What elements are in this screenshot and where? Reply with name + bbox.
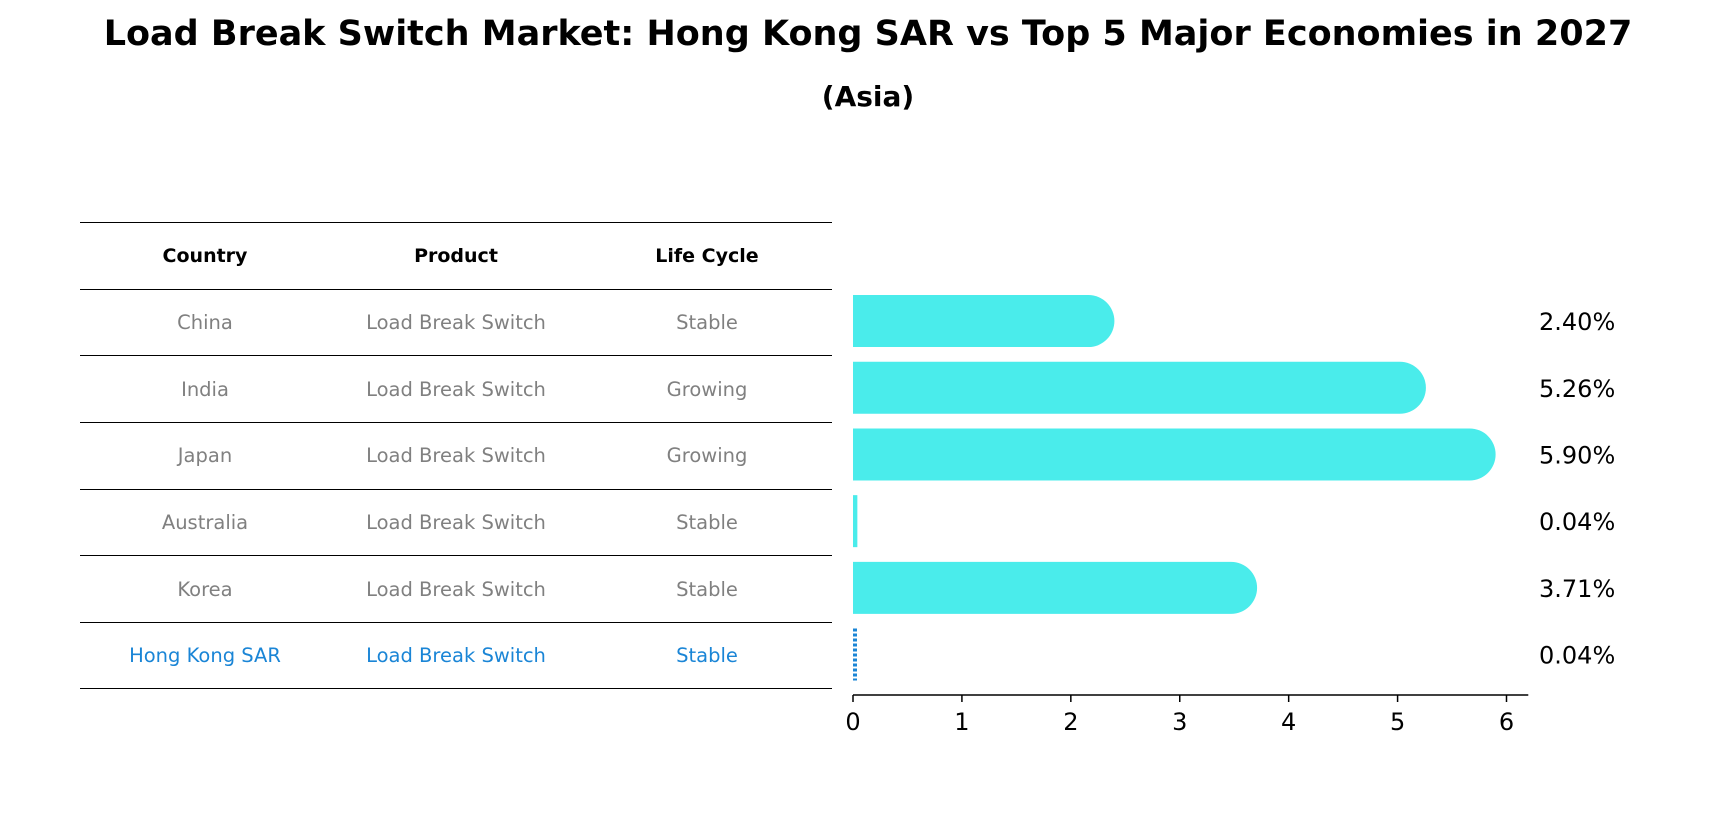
bar xyxy=(853,495,858,548)
country-cell: Hong Kong SAR xyxy=(129,643,281,667)
x-tick-label: 6 xyxy=(1499,708,1514,736)
header-life-cycle: Life Cycle xyxy=(655,244,759,267)
bar xyxy=(853,295,1115,348)
life-cycle-cell: Stable xyxy=(676,643,738,667)
product-cell: Load Break Switch xyxy=(366,377,546,401)
table-row: China Load Break Switch Stable xyxy=(80,288,832,356)
country-cell: India xyxy=(181,377,229,401)
bar xyxy=(853,561,1258,614)
product-cell: Load Break Switch xyxy=(366,311,546,335)
country-cell: Japan xyxy=(177,444,233,468)
data-label: 0.04% xyxy=(1539,508,1615,536)
country-cell: Australia xyxy=(161,511,249,535)
x-tick-label: 0 xyxy=(845,708,860,736)
data-table: Country Product Life Cycle China Load Br… xyxy=(80,222,832,689)
life-cycle-cell: Growing xyxy=(666,377,748,401)
header-country: Country xyxy=(162,244,248,267)
data-label: 3.71% xyxy=(1539,575,1615,603)
x-tick-label: 1 xyxy=(954,708,969,736)
table-row: Australia Load Break Switch Stable xyxy=(80,488,832,556)
product-cell: Load Break Switch xyxy=(366,577,546,601)
table-row: India Load Break Switch Growing xyxy=(80,355,832,422)
data-label: 5.90% xyxy=(1539,441,1615,469)
product-cell: Load Break Switch xyxy=(366,511,546,535)
data-label: 2.40% xyxy=(1539,308,1615,336)
chart-title: Load Break Switch Market: Hong Kong SAR … xyxy=(103,14,1633,54)
data-label: 0.04% xyxy=(1539,642,1615,670)
chart-subtitle: (Asia) xyxy=(821,80,915,113)
bar xyxy=(853,428,1496,481)
life-cycle-cell: Stable xyxy=(676,511,738,535)
life-cycle-cell: Stable xyxy=(676,577,738,601)
table-row: Japan Load Break Switch Growing xyxy=(80,422,832,489)
x-tick-label: 5 xyxy=(1390,708,1405,736)
product-cell: Load Break Switch xyxy=(366,444,546,468)
life-cycle-cell: Growing xyxy=(666,444,748,468)
bar xyxy=(853,361,1426,414)
table-header-row: Country Product Life Cycle xyxy=(80,222,832,289)
x-tick-label: 2 xyxy=(1063,708,1078,736)
country-cell: China xyxy=(177,311,233,335)
product-cell: Load Break Switch xyxy=(366,643,546,667)
life-cycle-cell: Stable xyxy=(676,311,738,335)
header-product: Product xyxy=(414,244,498,267)
data-label: 5.26% xyxy=(1539,375,1615,403)
table-row-highlight: Hong Kong SAR Load Break Switch Stable xyxy=(80,622,832,689)
table-row: Korea Load Break Switch Stable xyxy=(80,555,832,622)
country-cell: Korea xyxy=(177,577,233,601)
x-tick-label: 4 xyxy=(1281,708,1296,736)
x-tick-label: 3 xyxy=(1172,708,1187,736)
